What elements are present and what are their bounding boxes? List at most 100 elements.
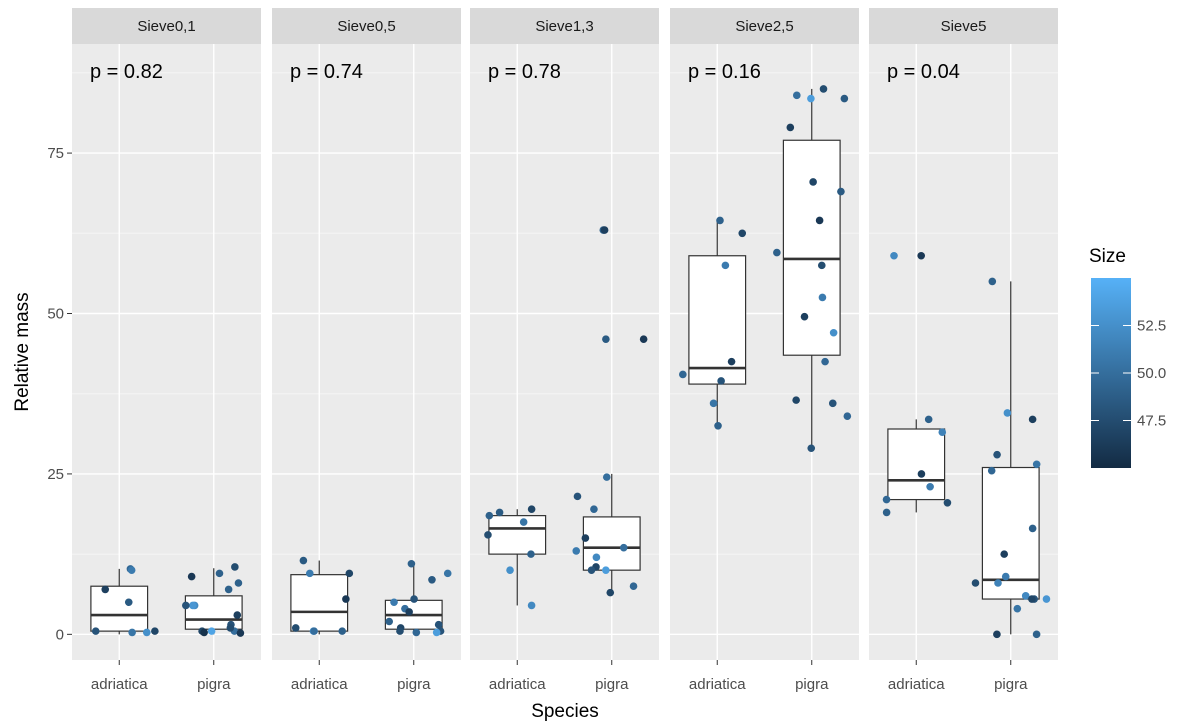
data-point [101, 585, 110, 594]
data-point [882, 495, 891, 504]
facet-strip [869, 8, 1058, 44]
data-point [412, 628, 421, 637]
x-tick-label: adriatica [291, 676, 348, 693]
data-point [807, 94, 815, 103]
data-point [182, 601, 190, 610]
data-point [829, 328, 838, 337]
data-point [994, 579, 1002, 587]
data-point [818, 293, 827, 302]
data-point [407, 559, 416, 568]
data-point [815, 216, 824, 225]
x-tick-label: adriatica [689, 676, 746, 693]
panel-background [272, 44, 461, 660]
x-tick-label: pigra [397, 676, 431, 693]
data-point [342, 595, 350, 603]
data-point [606, 588, 615, 597]
data-point [519, 518, 528, 526]
y-tick-label: 25 [47, 466, 64, 483]
data-point [338, 627, 347, 635]
data-point [917, 251, 926, 260]
data-point [592, 553, 601, 562]
data-point [890, 251, 898, 260]
data-point [721, 261, 730, 270]
data-point [573, 492, 582, 501]
data-point [602, 473, 611, 481]
box-iqr [90, 585, 149, 632]
data-point [679, 370, 687, 379]
x-tick-label: adriatica [91, 676, 148, 693]
data-point [91, 627, 100, 635]
data-point [600, 226, 609, 234]
y-tick-label: 75 [47, 145, 64, 162]
data-point [773, 248, 781, 257]
p-value-label: p = 0.16 [688, 61, 761, 83]
legend-label: 47.5 [1137, 413, 1166, 430]
data-point [434, 620, 443, 629]
data-point [432, 628, 441, 637]
p-value-label: p = 0.82 [90, 61, 163, 83]
data-point [215, 569, 224, 578]
data-point [828, 399, 837, 408]
data-point [1032, 460, 1041, 469]
data-point [1000, 550, 1009, 558]
data-point [840, 94, 849, 103]
data-point [943, 498, 952, 507]
data-point [151, 627, 159, 635]
data-point [1028, 524, 1037, 533]
facet-strip [72, 8, 261, 44]
facet-strip-label: Sieve0,1 [137, 18, 195, 35]
data-point [224, 585, 233, 594]
data-point [843, 412, 852, 420]
data-point [187, 572, 196, 581]
data-point [987, 466, 996, 475]
data-point [971, 579, 980, 587]
data-point [581, 534, 590, 542]
data-point [484, 531, 492, 539]
data-point [1032, 630, 1041, 639]
x-tick-label: pigra [197, 676, 231, 693]
data-point [727, 357, 736, 366]
x-tick-label: pigra [595, 676, 629, 693]
data-point [127, 566, 136, 574]
data-point [792, 396, 800, 404]
y-axis-title: Relative mass [12, 292, 33, 411]
data-point [385, 617, 394, 626]
data-point [717, 377, 725, 385]
data-point [993, 450, 1001, 459]
data-point [821, 357, 829, 366]
box-iqr [981, 466, 1040, 600]
data-point [410, 595, 418, 603]
data-point [405, 608, 413, 616]
data-point [590, 505, 598, 514]
box-iqr [887, 428, 946, 501]
data-point [809, 178, 817, 186]
data-point [527, 550, 535, 558]
data-point [738, 229, 747, 238]
data-point [629, 582, 638, 591]
data-point [291, 624, 300, 632]
x-tick-label: adriatica [489, 676, 546, 693]
data-point [142, 628, 151, 637]
p-value-label: p = 0.04 [887, 61, 960, 83]
data-point [1028, 415, 1037, 424]
data-point [572, 547, 581, 555]
data-point [226, 624, 235, 632]
data-point [639, 335, 648, 343]
data-point [1021, 592, 1030, 600]
facet-strip [272, 8, 461, 44]
data-point [800, 312, 809, 321]
data-point [819, 85, 828, 93]
x-tick-label: adriatica [888, 676, 945, 693]
facet-strip [470, 8, 659, 44]
data-point [619, 543, 628, 552]
data-point [882, 508, 891, 517]
data-point [993, 630, 1001, 639]
data-point [506, 566, 514, 574]
box-iqr [782, 139, 841, 356]
data-point [485, 511, 494, 520]
data-point [1013, 604, 1022, 613]
data-point [1042, 595, 1051, 603]
data-point [428, 575, 436, 584]
